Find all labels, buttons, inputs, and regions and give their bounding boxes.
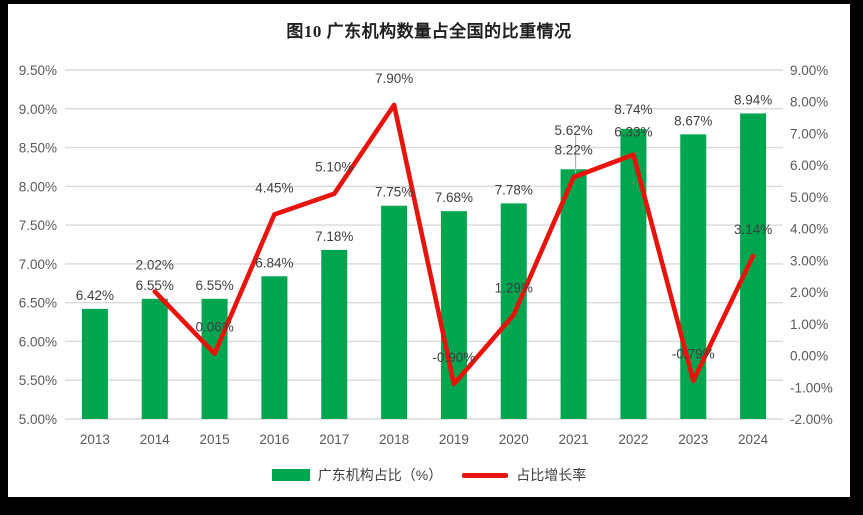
svg-text:2013: 2013 <box>80 432 110 447</box>
bar-2013 <box>81 308 108 419</box>
svg-text:2019: 2019 <box>439 432 469 447</box>
svg-text:6.50%: 6.50% <box>19 296 57 311</box>
svg-text:2.00%: 2.00% <box>790 285 828 300</box>
svg-text:5.62%: 5.62% <box>554 123 592 138</box>
svg-text:6.00%: 6.00% <box>19 334 57 349</box>
bars <box>81 113 767 420</box>
svg-text:5.00%: 5.00% <box>790 190 828 205</box>
svg-text:8.50%: 8.50% <box>19 141 57 156</box>
chart-frame: 图10 广东机构数量占全国的比重情况 9.50% 9.00% 8.50% 8.00% 7… <box>8 4 850 497</box>
svg-text:-0.79%: -0.79% <box>672 347 715 362</box>
legend-item-bars: 广东机构占比（%） <box>271 465 443 485</box>
svg-text:1.00%: 1.00% <box>790 317 828 332</box>
line-series-swatch-icon <box>462 472 509 478</box>
svg-text:2021: 2021 <box>559 432 589 447</box>
svg-text:8.74%: 8.74% <box>614 102 652 117</box>
bar-2014 <box>141 298 168 419</box>
gridlines <box>65 69 783 420</box>
x-axis-labels: 2013 2014 2015 2016 2017 2018 2019 2020 2021 2022… <box>80 432 769 447</box>
svg-text:4.45%: 4.45% <box>255 180 293 195</box>
svg-text:2023: 2023 <box>678 432 708 447</box>
bar-2016 <box>261 276 288 419</box>
svg-text:3.14%: 3.14% <box>734 222 772 237</box>
svg-text:2018: 2018 <box>379 432 409 447</box>
bar-2024 <box>740 113 767 419</box>
growth-rate-line <box>152 102 756 387</box>
svg-text:6.33%: 6.33% <box>614 125 652 140</box>
svg-text:1.29%: 1.29% <box>495 281 533 296</box>
svg-text:8.00%: 8.00% <box>790 95 828 110</box>
bar-2017 <box>321 249 348 419</box>
svg-text:-0.90%: -0.90% <box>433 350 476 365</box>
svg-text:7.90%: 7.90% <box>375 71 413 86</box>
svg-text:7.18%: 7.18% <box>315 229 353 244</box>
legend-item-line: 占比增长率 <box>462 465 586 485</box>
svg-text:2014: 2014 <box>140 432 171 447</box>
left-axis-tick-labels: 9.50% 9.00% 8.50% 8.00% 7.50% 7.00% 6.50% 6.00%… <box>19 63 57 427</box>
svg-text:2024: 2024 <box>738 432 769 447</box>
svg-text:7.68%: 7.68% <box>435 190 473 205</box>
svg-text:9.00%: 9.00% <box>790 63 828 78</box>
svg-text:0.00%: 0.00% <box>790 349 828 364</box>
svg-text:7.00%: 7.00% <box>790 126 828 141</box>
right-axis-tick-labels: 9.00% 8.00% 7.00% 6.00% 5.00% 4.00% 3.00% 2.00%… <box>790 63 833 427</box>
svg-text:5.50%: 5.50% <box>19 373 57 388</box>
legend-label-line: 占比增长率 <box>516 467 587 483</box>
chart-legend: 广东机构占比（%） 占比增长率 <box>8 465 850 485</box>
svg-text:6.00%: 6.00% <box>790 158 828 173</box>
svg-text:8.67%: 8.67% <box>674 113 712 128</box>
svg-text:2.02%: 2.02% <box>136 257 174 272</box>
svg-text:6.84%: 6.84% <box>255 255 293 270</box>
svg-text:2020: 2020 <box>499 432 529 447</box>
svg-text:7.78%: 7.78% <box>495 182 533 197</box>
svg-text:7.00%: 7.00% <box>19 257 57 272</box>
chart-title: 图10 广东机构数量占全国的比重情况 <box>286 22 572 41</box>
svg-text:8.22%: 8.22% <box>554 142 592 157</box>
svg-text:6.55%: 6.55% <box>136 278 174 293</box>
svg-text:6.55%: 6.55% <box>195 278 233 293</box>
svg-text:7.50%: 7.50% <box>19 218 57 233</box>
svg-text:-2.00%: -2.00% <box>790 412 833 427</box>
svg-text:3.00%: 3.00% <box>790 253 828 268</box>
svg-text:6.42%: 6.42% <box>76 288 114 303</box>
svg-text:2016: 2016 <box>259 432 289 447</box>
svg-text:9.50%: 9.50% <box>19 63 57 78</box>
svg-text:8.94%: 8.94% <box>734 92 772 107</box>
bar-data-labels: 6.42% 6.55% 6.55% 6.84% 7.18% 7.75% 7.68% 7.78%… <box>76 92 772 302</box>
svg-text:9.00%: 9.00% <box>19 102 57 117</box>
svg-text:5.10%: 5.10% <box>315 160 353 175</box>
bar-series-swatch-icon <box>271 469 310 481</box>
chart-plot: 9.50% 9.00% 8.50% 8.00% 7.50% 7.00% 6.50% 6.00%… <box>19 63 833 447</box>
svg-text:4.00%: 4.00% <box>790 222 828 237</box>
legend-label-bars: 广东机构占比（%） <box>317 467 443 483</box>
bar-2019 <box>440 211 467 419</box>
svg-text:5.00%: 5.00% <box>19 412 57 427</box>
svg-text:-1.00%: -1.00% <box>790 380 833 395</box>
line-data-labels: 2.02% 0.06% 4.45% 5.10% 7.90% -0.90% 1.29% 5.62… <box>136 71 773 365</box>
svg-text:0.06%: 0.06% <box>195 320 233 335</box>
bar-2022 <box>620 128 647 419</box>
svg-text:2015: 2015 <box>200 432 230 447</box>
bar-2015 <box>201 298 228 419</box>
bar-2018 <box>381 205 408 419</box>
svg-text:2022: 2022 <box>618 432 648 447</box>
svg-text:8.00%: 8.00% <box>19 179 57 194</box>
bar-2021 <box>560 169 587 419</box>
svg-text:2017: 2017 <box>319 432 349 447</box>
svg-text:7.75%: 7.75% <box>375 185 413 200</box>
